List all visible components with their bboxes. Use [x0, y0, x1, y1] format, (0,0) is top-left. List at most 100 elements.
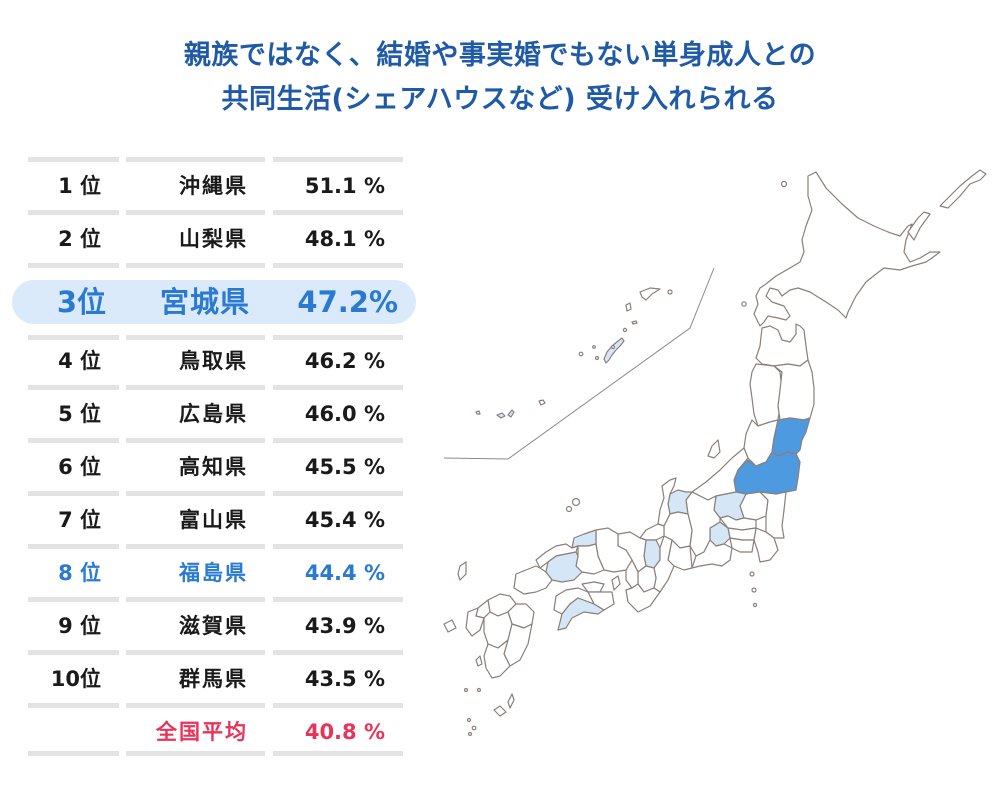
row-divider	[28, 157, 119, 162]
value: 45.4 %	[304, 508, 385, 532]
prefecture: 高知県	[179, 455, 248, 479]
value: 45.5 %	[304, 455, 385, 479]
shizuoka	[691, 539, 733, 569]
akita	[749, 363, 783, 427]
value: 43.9 %	[304, 614, 385, 638]
average-value: 40.8 %	[304, 720, 385, 744]
row-divider	[273, 491, 403, 496]
row-divider	[126, 335, 265, 340]
table-row-9: 9 位 滋賀県 43.9 %	[28, 602, 404, 650]
row-divider	[126, 544, 265, 549]
tsushima	[457, 561, 467, 581]
awaji-island	[611, 575, 621, 591]
row-divider	[126, 597, 265, 602]
ibaraki	[759, 491, 787, 539]
chart-title: 親族ではなく、結婚や事実婚でもない単身成人との 共同生活(シェアハウスなど) 受…	[0, 34, 1000, 122]
prefecture: 広島県	[179, 402, 248, 426]
prefecture: 沖縄県	[179, 174, 248, 198]
row-divider	[28, 597, 119, 602]
table-row-average: 全国平均 40.8 %	[28, 708, 404, 756]
table-row-6: 6 位 高知県 45.5 %	[28, 443, 404, 491]
row-divider	[273, 210, 403, 215]
sado-island	[707, 439, 721, 459]
kanagawa	[729, 537, 755, 553]
row-divider	[126, 751, 265, 756]
table-row-10: 10位 群馬県 43.5 %	[28, 655, 404, 703]
row-divider	[273, 544, 403, 549]
rank: 5 位	[58, 402, 101, 426]
row-divider	[126, 438, 265, 443]
hokkaido	[753, 171, 941, 327]
value: 43.5 %	[304, 667, 385, 691]
value: 47.2%	[297, 285, 398, 319]
row-divider	[273, 385, 403, 390]
row-divider	[126, 157, 265, 162]
kochi	[557, 597, 605, 631]
row-divider	[28, 263, 119, 268]
value: 51.1 %	[304, 174, 385, 198]
goto-islands	[443, 619, 457, 633]
prefecture: 宮城県	[159, 285, 250, 319]
prefecture: 群馬県	[179, 667, 248, 691]
nagasaki	[465, 607, 485, 637]
prefecture: 富山県	[179, 508, 248, 532]
row-divider	[126, 650, 265, 655]
rank: 3位	[56, 285, 106, 319]
value: 46.0 %	[304, 402, 385, 426]
rank: 8 位	[58, 561, 101, 585]
okinawa-prefecture	[475, 287, 673, 419]
title-line-1: 親族ではなく、結婚や事実婚でもない単身成人との	[183, 40, 817, 71]
kagoshima	[483, 639, 511, 679]
row-divider	[273, 703, 403, 708]
rank: 4 位	[58, 349, 101, 373]
row-divider	[28, 703, 119, 708]
table-row-4: 4 位 鳥取県 46.2 %	[28, 337, 404, 385]
row-divider	[126, 703, 265, 708]
row-divider	[28, 751, 119, 756]
chiba	[753, 527, 779, 563]
prefecture: 滋賀県	[179, 614, 248, 638]
southern-islands	[475, 655, 515, 717]
japan-map	[440, 160, 1000, 780]
prefecture: 福島県	[179, 561, 248, 585]
row-divider	[126, 491, 265, 496]
rank: 6 位	[58, 455, 101, 479]
row-divider	[28, 438, 119, 443]
row-divider	[28, 385, 119, 390]
rank: 9 位	[58, 614, 101, 638]
row-divider	[126, 210, 265, 215]
shimane	[535, 543, 579, 569]
table-row-8: 8 位 福島県 44.4 %	[28, 549, 404, 597]
value: 44.4 %	[304, 561, 385, 585]
row-divider	[126, 263, 265, 268]
prefecture: 鳥取県	[179, 349, 248, 373]
ishikawa	[657, 477, 677, 527]
miyagi	[771, 417, 811, 457]
highlighted-row-3: 3位 宮城県 47.2%	[12, 280, 416, 324]
rank: 7 位	[58, 508, 101, 532]
row-divider	[28, 335, 119, 340]
kagawa	[581, 581, 605, 593]
row-divider	[28, 650, 119, 655]
table-row-5: 5 位 広島県 46.0 %	[28, 390, 404, 438]
aomori	[755, 323, 809, 367]
table-row-1: 1 位 沖縄県 51.1 %	[28, 162, 404, 210]
table-row-2: 2 位 山梨県 48.1 %	[28, 215, 404, 263]
value: 46.2 %	[304, 349, 385, 373]
rank: 10位	[50, 667, 101, 691]
table-row-7: 7 位 富山県 45.4 %	[28, 496, 404, 544]
value: 48.1 %	[304, 227, 385, 251]
row-divider	[273, 157, 403, 162]
row-divider	[273, 597, 403, 602]
row-divider	[273, 438, 403, 443]
yamaguchi	[513, 565, 553, 595]
title-line-2: 共同生活(シェアハウスなど) 受け入れられる	[221, 84, 779, 115]
prefecture: 山梨県	[179, 227, 248, 251]
average-label: 全国平均	[156, 720, 248, 744]
row-divider	[28, 491, 119, 496]
rank: 2 位	[58, 227, 101, 251]
row-divider	[273, 751, 403, 756]
row-divider	[273, 650, 403, 655]
row-divider	[126, 385, 265, 390]
fukui	[639, 523, 665, 541]
